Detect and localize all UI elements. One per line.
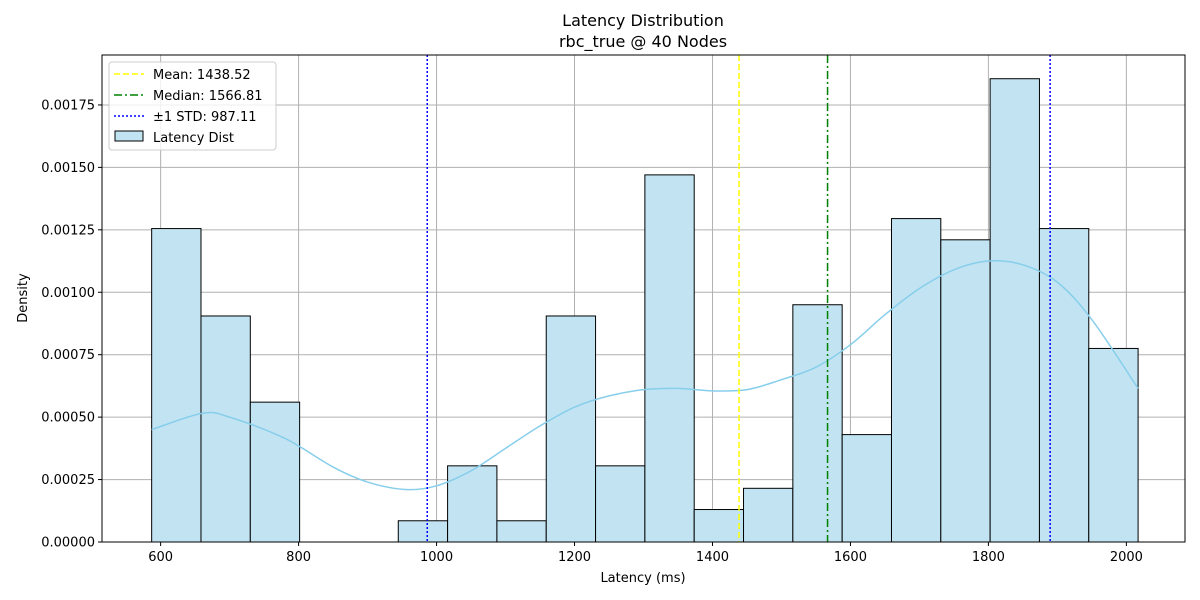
legend-mean-label: Mean: 1438.52: [153, 68, 251, 83]
histogram-bar: [447, 465, 498, 543]
histogram-bar: [792, 304, 843, 543]
x-axis-label: Latency (ms): [600, 571, 685, 586]
y-tick-label: 0.00000: [41, 536, 95, 551]
histogram-bar: [151, 228, 202, 543]
histogram-bar: [989, 78, 1040, 543]
histogram-bar: [693, 509, 745, 543]
histogram-bar: [200, 315, 251, 543]
statistic-lines: [426, 55, 1051, 542]
chart-subtitle: rbc_true @ 40 Nodes: [559, 32, 727, 52]
axes: 600 800 1000 1200 1400 1600 1800 2000 0.00000 0.0…: [41, 54, 1186, 565]
legend-hist-label: Latency Dist: [153, 131, 234, 146]
chart-title: Latency Distribution: [562, 11, 724, 30]
kde-curve-group: [151, 260, 1139, 491]
histogram-bar: [841, 434, 892, 543]
histogram-bar: [496, 520, 547, 543]
y-tick-label: 0.00050: [41, 411, 95, 426]
legend-box: [108, 61, 277, 151]
x-tick-label: 1400: [696, 550, 729, 565]
y-tick-label: 0.00100: [41, 286, 95, 301]
histogram-bar: [644, 174, 695, 543]
y-tick-label: 0.00075: [41, 348, 95, 363]
x-tick-label: 800: [286, 550, 311, 565]
x-tick-label: 1000: [420, 550, 453, 565]
kde-curve: [151, 260, 1139, 491]
legend-median-label: Median: 1566.81: [153, 89, 263, 104]
histogram-bar: [1038, 228, 1090, 543]
y-tick-label: 0.00175: [41, 98, 95, 113]
histogram-bar: [743, 487, 794, 543]
x-tick-label: 1600: [834, 550, 867, 565]
histogram-bar: [595, 465, 646, 543]
histogram-bar: [545, 315, 597, 543]
y-tick-label: 0.00150: [41, 161, 95, 176]
x-tick-label: 2000: [1110, 550, 1143, 565]
y-tick-label: 0.00125: [41, 223, 95, 238]
histogram-bar: [940, 239, 991, 543]
plot-frame: [101, 54, 1186, 543]
x-tick-label: 1200: [558, 550, 591, 565]
histogram-bar: [249, 401, 301, 543]
y-axis-label: Density: [16, 273, 31, 323]
x-tick-label: 1800: [972, 550, 1005, 565]
y-tick-label: 0.00025: [41, 473, 95, 488]
x-tick-label: 600: [148, 550, 173, 565]
legend-std-label: ±1 STD: 987.11: [153, 110, 257, 125]
histogram-bar: [397, 520, 449, 543]
histogram-bar: [890, 218, 942, 543]
legend-hist-swatch: [114, 130, 144, 142]
histogram-bars: [151, 78, 1139, 543]
legend: Mean: 1438.52 Median: 1566.81 ±1 STD: 98…: [108, 61, 277, 151]
